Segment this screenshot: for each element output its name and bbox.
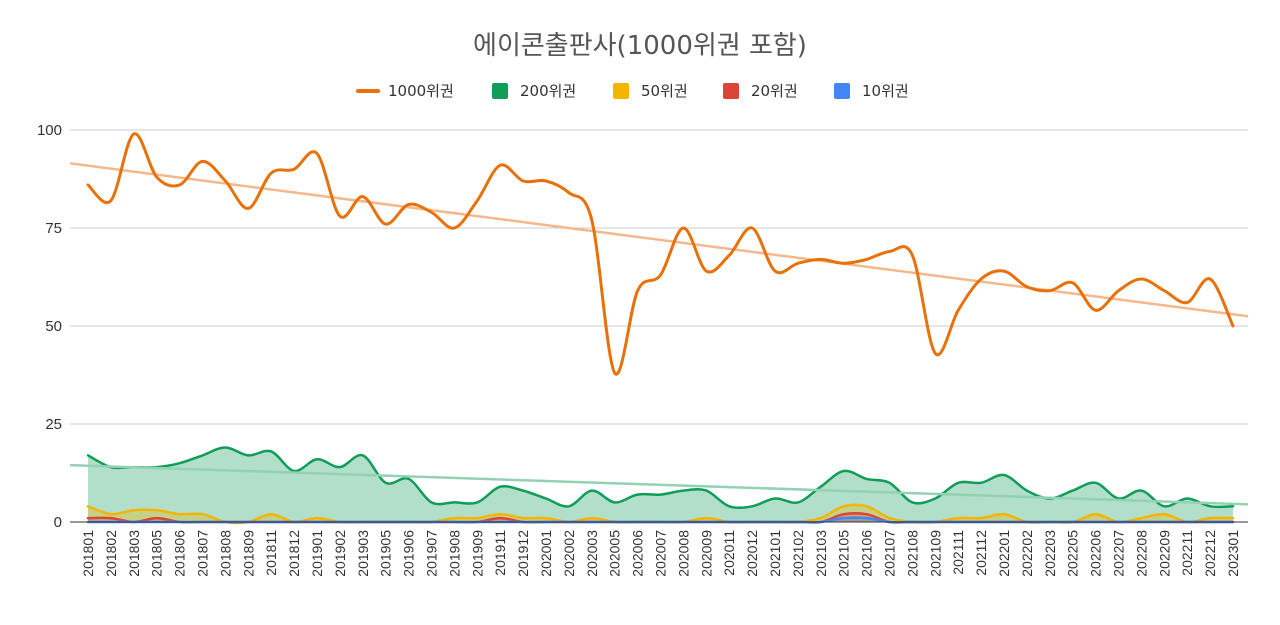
x-tick-label: 201902 <box>332 530 348 577</box>
legend-label-20: 20위권 <box>751 82 798 100</box>
grid <box>70 129 1248 425</box>
x-tick-label: 202111 <box>950 530 966 575</box>
x-tick-label: 202002 <box>561 530 577 577</box>
x-tick-label: 201808 <box>217 530 233 577</box>
x-tick-label: 202202 <box>1019 530 1035 577</box>
legend-swatch-20 <box>723 83 739 99</box>
x-tick-label: 202207 <box>1111 530 1127 577</box>
x-tick-label: 202209 <box>1156 530 1172 577</box>
chart-title: 에이콘출판사(1000위권 포함) <box>473 31 807 61</box>
y-tick-label: 75 <box>45 220 62 237</box>
x-tick-label: 202003 <box>584 530 600 577</box>
x-tick-label: 201802 <box>103 530 119 577</box>
legend-label-10: 10위권 <box>862 82 909 100</box>
x-tick-label: 201807 <box>195 530 211 577</box>
legend[interactable]: 1000위권 200위권 50위권 20위권 10위권 <box>356 82 909 100</box>
x-tick-label: 201901 <box>309 530 325 577</box>
trendline-200 <box>69 463 1249 506</box>
y-tick-label: 25 <box>45 416 62 433</box>
x-tick-label: 202011 <box>721 530 737 576</box>
x-tick-label: 201911 <box>492 530 508 576</box>
x-tick-label: 202205 <box>1065 530 1081 577</box>
x-tick-label: 202102 <box>790 530 806 577</box>
x-axis: 201801 201802 201803 201805 201806 201807 2018… <box>80 530 1241 577</box>
x-tick-label: 201801 <box>80 530 96 577</box>
x-tick-label: 202001 <box>538 530 554 577</box>
x-tick-label: 202101 <box>767 530 783 577</box>
x-tick-label: 201905 <box>378 530 394 577</box>
x-tick-label: 202206 <box>1088 530 1104 577</box>
legend-swatch-50 <box>613 83 629 99</box>
legend-label-200: 200위권 <box>520 82 576 100</box>
x-tick-label: 202203 <box>1042 530 1058 577</box>
y-tick-label: 50 <box>45 318 62 335</box>
x-tick-label: 201803 <box>126 530 142 577</box>
x-tick-label: 201906 <box>401 530 417 577</box>
x-tick-label: 202105 <box>836 530 852 577</box>
x-tick-label: 202109 <box>927 530 943 577</box>
trendlines <box>69 162 1249 506</box>
x-tick-label: 202212 <box>1202 530 1218 577</box>
x-tick-label: 201903 <box>355 530 371 577</box>
x-tick-label: 202211 <box>1179 530 1195 576</box>
x-tick-label: 202301 <box>1225 530 1241 577</box>
x-tick-label: 201806 <box>172 530 188 577</box>
x-tick-label: 202103 <box>813 530 829 577</box>
x-tick-label: 202112 <box>973 530 989 576</box>
legend-swatch-200 <box>492 83 508 99</box>
x-tick-label: 202009 <box>698 530 714 577</box>
y-axis: 0 25 50 75 100 <box>37 122 62 531</box>
line-series <box>86 132 1235 376</box>
x-tick-label: 201809 <box>240 530 256 577</box>
x-tick-label: 202008 <box>675 530 691 577</box>
x-tick-label: 202005 <box>607 530 623 577</box>
x-tick-label: 202107 <box>882 530 898 577</box>
x-tick-label: 202201 <box>996 530 1012 577</box>
x-tick-label: 201907 <box>424 530 440 577</box>
y-tick-label: 100 <box>37 122 62 139</box>
trendline-1000 <box>69 162 1249 318</box>
x-tick-label: 202106 <box>859 530 875 577</box>
x-tick-label: 201908 <box>446 530 462 577</box>
x-tick-label: 201912 <box>515 530 531 577</box>
x-tick-label: 201909 <box>469 530 485 577</box>
x-tick-label: 202012 <box>744 530 760 577</box>
legend-swatch-10 <box>834 83 850 99</box>
line-1000[interactable] <box>86 132 1235 376</box>
legend-label-1000: 1000위권 <box>388 82 454 100</box>
x-tick-label: 202007 <box>653 530 669 577</box>
x-tick-label: 201812 <box>286 530 302 577</box>
area-fill-200 <box>88 447 1233 522</box>
x-tick-label: 202006 <box>630 530 646 577</box>
x-tick-label: 202208 <box>1133 530 1149 577</box>
x-tick-label: 201805 <box>149 530 165 577</box>
legend-label-50: 50위권 <box>641 82 688 100</box>
x-tick-label: 202108 <box>904 530 920 577</box>
x-tick-label: 201811 <box>263 530 279 576</box>
y-tick-label: 0 <box>54 514 62 531</box>
